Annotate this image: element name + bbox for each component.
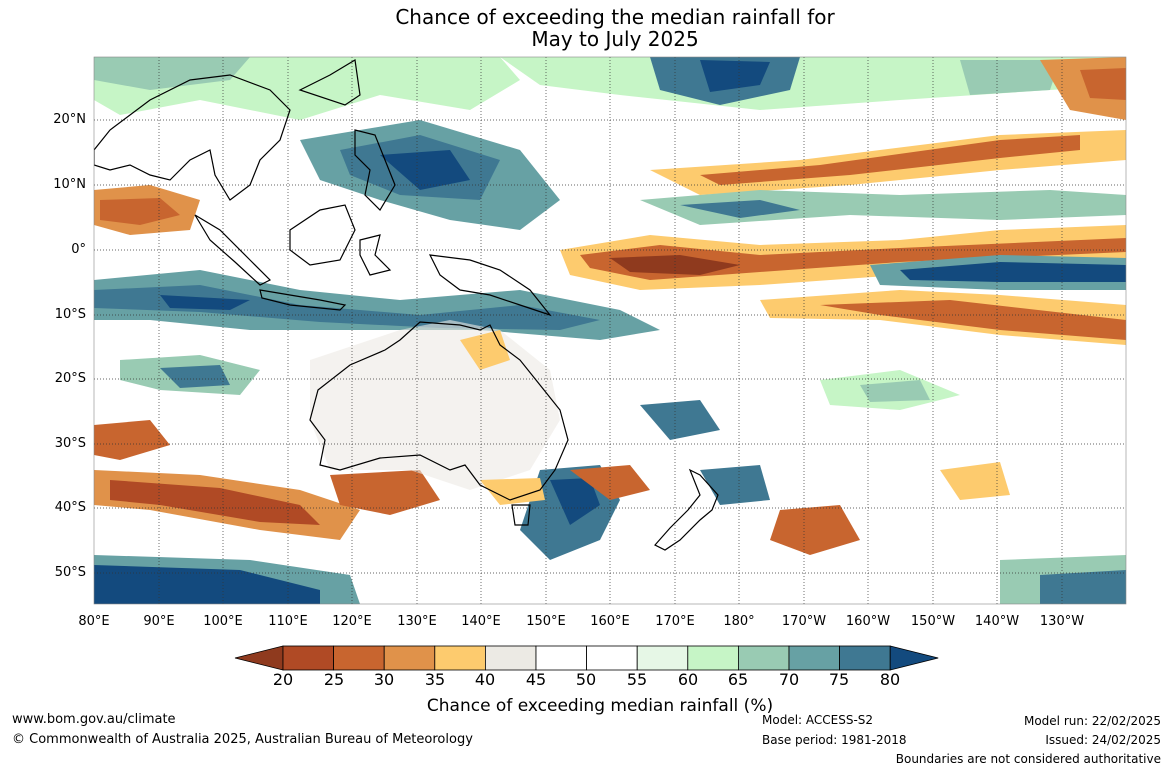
colorbar-swatch [484,645,537,671]
website-link[interactable]: www.bom.gov.au/climate [12,712,176,727]
lon-label: 170°W [781,614,827,629]
lon-label: 140°W [974,614,1020,629]
lat-label: 20°S [54,371,86,386]
colorbar-tick: 30 [373,670,395,689]
rainfall-map [93,56,1127,605]
model-run-text: Model run: 22/02/2025 [1023,714,1161,728]
colorbar-swatch [687,645,739,671]
lat-label: 10°S [54,307,86,322]
colorbar-extend-low [234,645,284,671]
colorbar-tick: 25 [323,670,345,689]
colorbar-tick: 50 [575,670,597,689]
colorbar-tick: 65 [727,670,749,689]
colorbar-swatch [788,645,840,671]
disclaimer-text: Boundaries are not considered authoritat… [895,752,1161,766]
map-gridlines [94,57,1126,604]
lat-label: 10°N [53,177,86,192]
lon-label: 80°E [78,614,110,629]
lat-label: 20°N [53,112,86,127]
model-text: Model: ACCESS-S2 [762,713,874,727]
base-period-text: Base period: 1981-2018 [762,733,907,747]
map-border [93,56,1127,605]
colorbar-swatch [737,645,790,671]
lon-label: 110°E [268,614,308,629]
colorbar-tick: 40 [474,670,496,689]
lat-label: 50°S [54,565,86,580]
issued-text: Issued: 24/02/2025 [1045,733,1161,747]
copyright-text: © Commonwealth of Australia 2025, Austra… [12,732,473,747]
lon-label: 160°E [590,614,630,629]
lon-label: 90°E [143,614,175,629]
colorbar-swatch [535,645,587,671]
lon-label: 180° [723,614,755,629]
colorbar-tick: 55 [626,670,648,689]
colorbar-swatch [839,645,891,671]
colorbar-swatch [282,645,334,671]
colorbar-swatch [383,645,436,671]
lon-label: 160°W [845,614,891,629]
lon-label: 140°E [461,614,501,629]
colorbar-tick: 45 [525,670,547,689]
colorbar-extend-high [889,645,939,671]
colorbar-tick: 20 [272,670,294,689]
map-field [94,57,1126,604]
colorbar [234,645,939,671]
colorbar-tick: 75 [828,670,850,689]
lon-label: 100°E [203,614,243,629]
lat-label: 30°S [54,436,86,451]
colorbar-swatch [333,645,385,671]
lon-label: 120°E [332,614,372,629]
colorbar-title: Chance of exceeding median rainfall (%) [426,696,774,716]
lon-label: 150°E [526,614,566,629]
colorbar-tick: 80 [879,670,901,689]
lat-label: 40°S [54,500,86,515]
lon-label: 130°E [397,614,437,629]
colorbar-tick: 35 [424,670,446,689]
chart-title-line-1: Chance of exceeding the median rainfall … [395,5,835,29]
lon-label: 170°E [655,614,695,629]
lon-label: 150°W [910,614,956,629]
lon-label: 130°W [1039,614,1085,629]
colorbar-swatch [586,645,638,671]
coastlines [94,59,719,551]
colorbar-swatch [636,645,689,671]
colorbar-swatch [434,645,486,671]
lat-label: 0° [71,242,86,257]
colorbar-tick: 60 [677,670,699,689]
colorbar-tick: 70 [778,670,800,689]
chart-title-line-2: May to July 2025 [531,27,699,51]
